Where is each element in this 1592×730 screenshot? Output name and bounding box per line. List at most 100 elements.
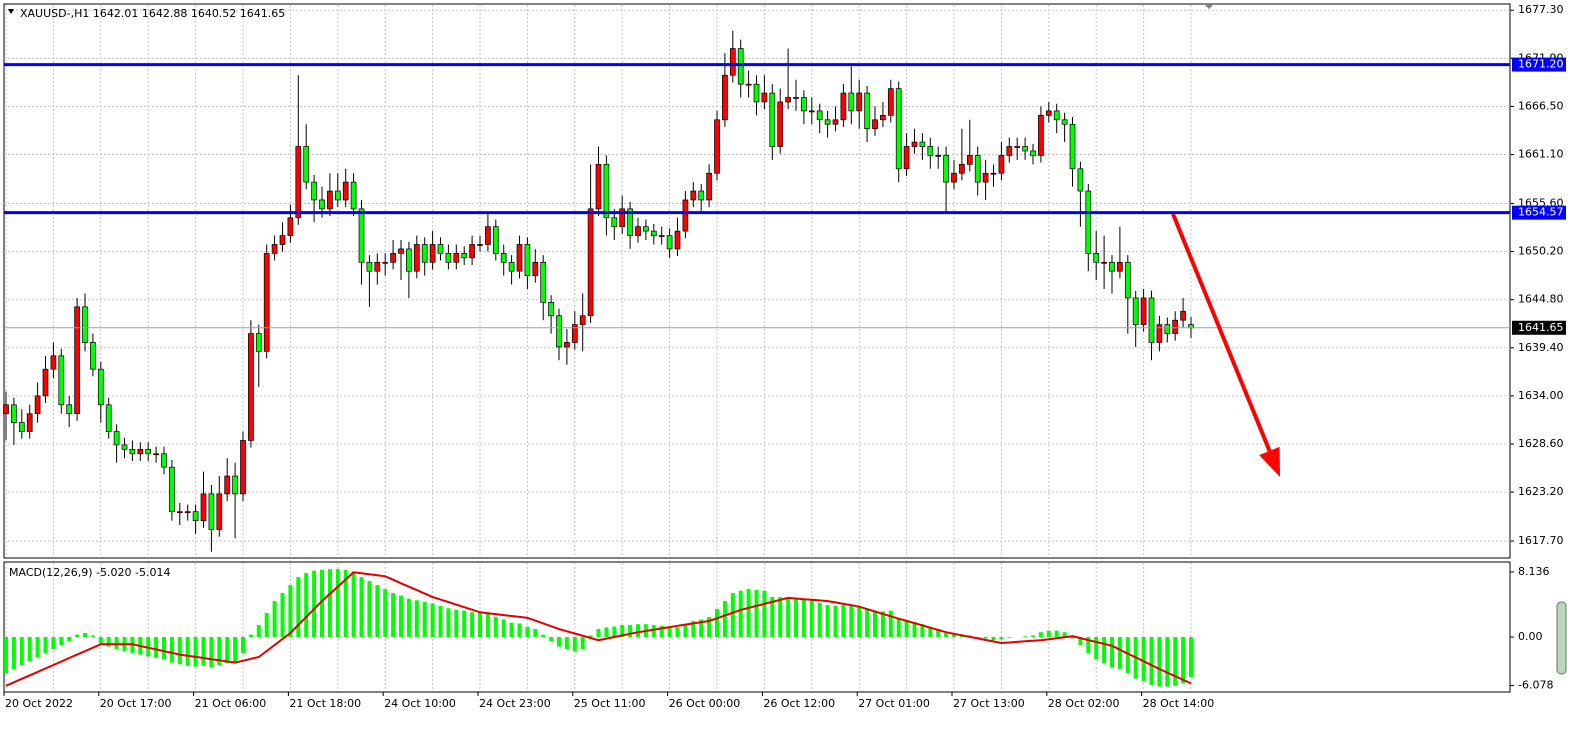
price-level-label: 1654.57 (1518, 206, 1564, 219)
macd-bar (730, 593, 735, 638)
macd-bar (209, 637, 214, 668)
macd-bar (478, 613, 482, 638)
macd-bar (754, 589, 759, 638)
candle-body (1117, 261, 1123, 272)
macd-bar (983, 637, 988, 639)
candle-body (650, 230, 657, 236)
candle-body (169, 466, 175, 513)
candle-body (666, 235, 673, 250)
macd-bar (414, 600, 419, 638)
macd-bar (327, 569, 332, 638)
candle-body (453, 253, 460, 263)
candle-body (429, 244, 436, 263)
menu-triangle (8, 9, 14, 14)
main-frame (3, 3, 1511, 559)
candle-body (90, 342, 96, 370)
macd-bar (454, 609, 459, 638)
y-tick-label: 1661.10 (1518, 148, 1564, 161)
candle-body (3, 404, 9, 415)
macd-bar (1031, 635, 1035, 638)
macd-bar (620, 625, 625, 638)
macd-bar (241, 637, 245, 654)
y-tick-label: 1666.50 (1518, 99, 1564, 112)
macd-bar (1007, 637, 1012, 638)
candle-body (97, 368, 104, 406)
candle-body (153, 453, 159, 456)
macd-bar (572, 637, 577, 652)
macd-bar (485, 613, 490, 638)
candle-body (421, 244, 428, 263)
candle-body (248, 333, 254, 441)
candle-body (595, 163, 602, 210)
macd-bar (904, 620, 909, 638)
macd-bar (991, 637, 996, 641)
candle-body (477, 244, 483, 246)
candle-body (579, 315, 586, 325)
y-tick-label: 0.00 (1518, 630, 1543, 643)
macd-bar (1038, 632, 1043, 638)
candle-body (706, 172, 712, 201)
x-tick-label: 20 Oct 2022 (5, 697, 73, 710)
plot-layer: 1677.301671.901666.501661.101655.601650.… (3, 3, 1566, 710)
macd-bar (75, 634, 80, 638)
macd-bar (841, 605, 846, 638)
candle-body (327, 190, 333, 210)
candle-body (437, 244, 444, 254)
candle-body (919, 141, 926, 147)
candle-body (540, 261, 547, 303)
candle-body (1030, 150, 1036, 156)
macd-bar (462, 610, 467, 638)
macd-bar (391, 593, 396, 638)
candle-body (880, 114, 886, 121)
candle-body (1022, 146, 1028, 152)
candle-body (184, 511, 191, 514)
scroll-handle[interactable] (1556, 601, 1567, 675)
macd-bar (304, 573, 309, 638)
x-tick-label: 26 Oct 00:00 (669, 697, 741, 710)
candle-body (1006, 146, 1013, 156)
macd-bar (59, 637, 64, 646)
macd-bar (999, 637, 1004, 640)
macd-bar (256, 625, 261, 638)
candle-body (753, 83, 760, 103)
candle-body (1140, 297, 1147, 325)
macd-bar (541, 634, 546, 638)
macd-bar (67, 637, 72, 642)
candle-body (1061, 119, 1068, 125)
macd-bar (612, 626, 617, 638)
candle-body (366, 261, 373, 272)
trend-arrow (1171, 213, 1272, 453)
price-level-label: 1671.20 (1518, 58, 1564, 71)
macd-bar (786, 597, 791, 638)
candle-body (1069, 123, 1076, 170)
macd-bar (98, 637, 103, 644)
macd-bar (880, 611, 885, 638)
macd-bar (51, 637, 56, 650)
macd-bar (801, 599, 806, 638)
macd-bar (217, 637, 222, 665)
x-tick-label: 28 Oct 14:00 (1143, 697, 1215, 710)
candle-body (603, 163, 610, 219)
macd-title: MACD(12,26,9) -5.020 -5.014 (9, 566, 170, 579)
candle-body (1148, 297, 1155, 343)
candle-body (11, 404, 17, 423)
candle-body (295, 146, 302, 219)
macd-bar (11, 637, 16, 669)
y-tick-label: 1634.00 (1518, 389, 1564, 402)
macd-bar (1157, 637, 1162, 687)
candle-body (777, 101, 784, 147)
candle-body (911, 141, 918, 147)
x-tick-label: 27 Oct 13:00 (953, 697, 1025, 710)
macd-bar (825, 605, 830, 638)
candle-body (824, 119, 831, 125)
macd-bar (359, 577, 364, 638)
macd-bar (1173, 637, 1178, 686)
macd-bar (580, 637, 585, 650)
candle-body (698, 190, 705, 201)
candle-body (26, 413, 33, 432)
price-level-label: 1641.65 (1518, 321, 1564, 334)
candle-body (895, 88, 902, 170)
macd-bar (493, 617, 498, 638)
macd-bar (762, 590, 767, 638)
